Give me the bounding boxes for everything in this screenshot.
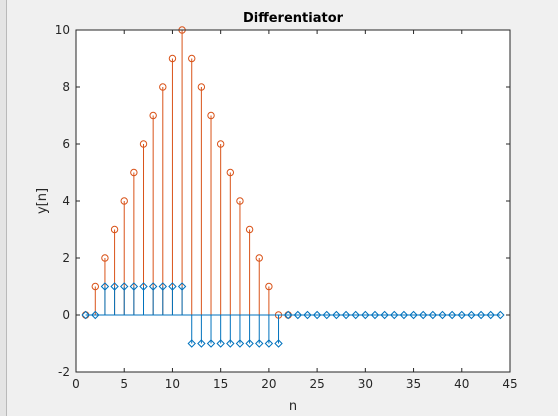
y-tick-label: 0 <box>62 308 70 322</box>
x-tick-label: 0 <box>72 377 80 391</box>
chart-title: Differentiator <box>243 11 344 26</box>
y-axis-label: y[n] <box>35 188 50 214</box>
x-tick-label: 5 <box>120 377 128 391</box>
x-tick-label: 35 <box>406 377 421 391</box>
x-tick-label: 15 <box>213 377 228 391</box>
y-tick-label: 8 <box>62 80 70 94</box>
y-tick-label: -2 <box>58 365 70 379</box>
x-tick-label: 10 <box>165 377 180 391</box>
x-axis-label: n <box>289 399 297 414</box>
y-tick-label: 10 <box>55 23 70 37</box>
x-tick-label: 40 <box>454 377 469 391</box>
x-tick-label: 45 <box>502 377 517 391</box>
x-tick-label: 25 <box>309 377 324 391</box>
y-tick-label: 6 <box>62 137 70 151</box>
y-tick-label: 4 <box>62 194 70 208</box>
y-tick-label: 2 <box>62 251 70 265</box>
x-tick-label: 30 <box>358 377 373 391</box>
plot-area <box>76 30 510 372</box>
x-tick-label: 20 <box>261 377 276 391</box>
